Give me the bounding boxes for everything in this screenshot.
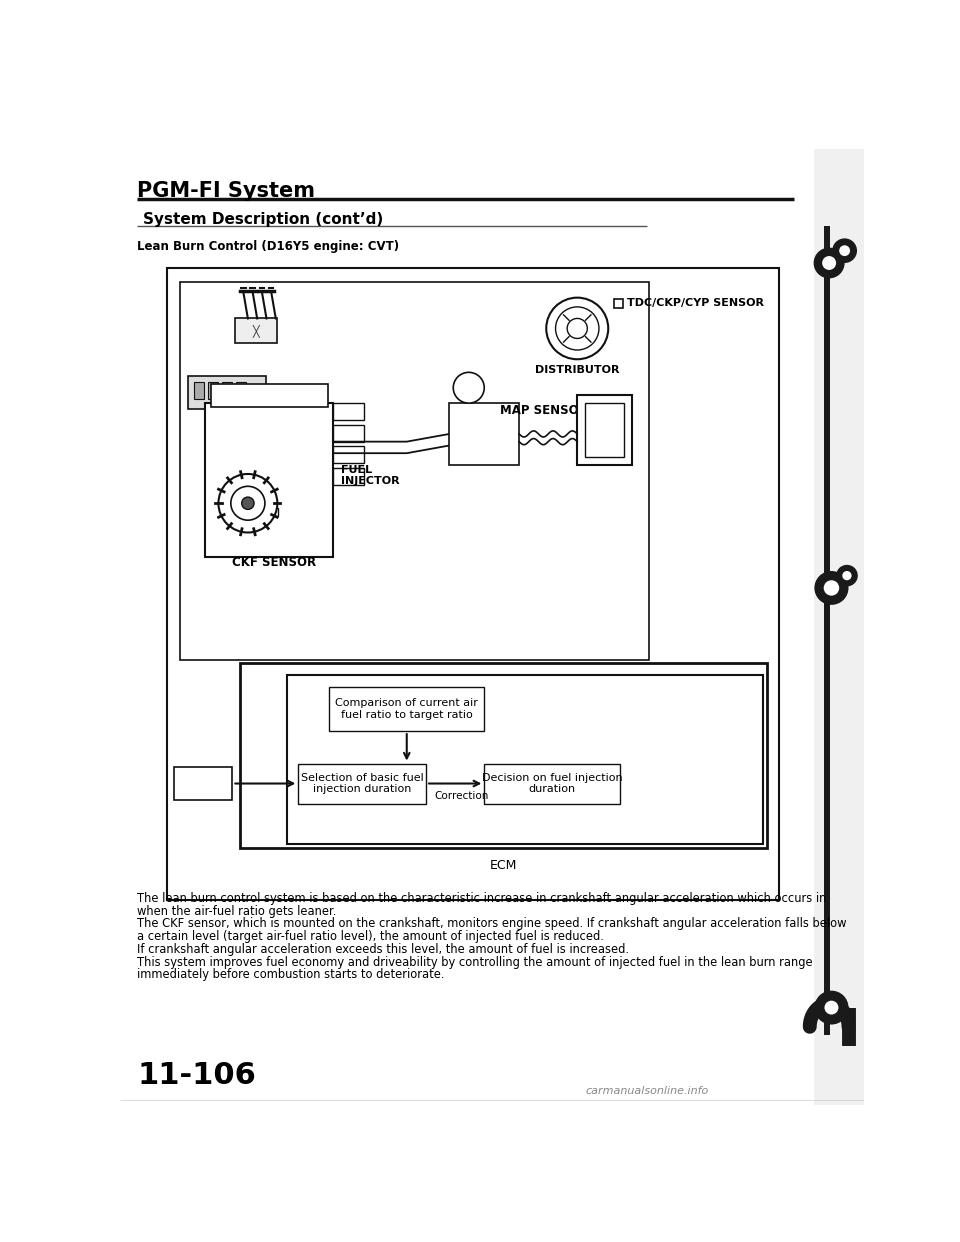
Circle shape: [546, 298, 609, 359]
Circle shape: [822, 256, 836, 270]
Text: Comparison of current air
fuel ratio to target ratio: Comparison of current air fuel ratio to …: [335, 698, 478, 719]
Text: ╳: ╳: [252, 324, 259, 337]
Bar: [449, 404, 519, 465]
Bar: [208, 383, 218, 399]
Bar: [166, 268, 779, 899]
Text: The lean burn control system is based on the characteristic increase in cranksha: The lean burn control system is based on…: [137, 892, 827, 905]
Circle shape: [242, 497, 254, 509]
Bar: [824, 226, 829, 1035]
Text: ECM: ECM: [490, 859, 517, 872]
Circle shape: [839, 245, 850, 256]
Bar: [236, 383, 246, 399]
Circle shape: [832, 238, 857, 263]
Bar: [333, 446, 364, 463]
Bar: [329, 687, 484, 732]
Text: when the air-fuel ratio gets leaner.: when the air-fuel ratio gets leaner.: [137, 904, 336, 918]
Text: Selection of basic fuel
injection duration: Selection of basic fuel injection durati…: [300, 773, 423, 795]
Text: ◄: ◄: [265, 388, 273, 397]
Bar: [814, 149, 864, 1105]
Circle shape: [824, 580, 839, 596]
Circle shape: [825, 1001, 838, 1015]
Bar: [333, 425, 364, 442]
Text: The CKF sensor, which is mounted on the crankshaft, monitors engine speed. If cr: The CKF sensor, which is mounted on the …: [137, 918, 847, 930]
Bar: [287, 674, 763, 845]
Text: TDC/CKP/CYP SENSOR: TDC/CKP/CYP SENSOR: [627, 298, 764, 308]
Circle shape: [219, 474, 277, 533]
Bar: [484, 764, 620, 804]
Text: PGM-FI System: PGM-FI System: [137, 181, 315, 201]
Circle shape: [836, 565, 858, 586]
Text: If crankshaft angular acceleration exceeds this level, the amount of fuel is inc: If crankshaft angular acceleration excee…: [137, 943, 629, 956]
Bar: [585, 404, 624, 457]
Bar: [271, 508, 278, 515]
Bar: [211, 384, 327, 407]
Text: Decision on fuel injection
duration: Decision on fuel injection duration: [482, 773, 622, 795]
Text: MAP SENSOR: MAP SENSOR: [500, 405, 588, 417]
Bar: [194, 383, 204, 399]
Bar: [188, 376, 266, 409]
Bar: [577, 395, 632, 465]
Circle shape: [230, 487, 265, 520]
Text: Correction: Correction: [435, 791, 489, 801]
Bar: [180, 282, 649, 660]
Text: DISTRIBUTOR: DISTRIBUTOR: [535, 365, 619, 375]
Bar: [240, 663, 767, 848]
Text: This system improves fuel economy and driveability by controlling the amount of : This system improves fuel economy and dr…: [137, 955, 813, 969]
Circle shape: [842, 571, 852, 580]
Text: CKF SENSOR: CKF SENSOR: [232, 555, 317, 569]
Bar: [299, 764, 426, 804]
Bar: [333, 404, 364, 420]
Text: carmanualsonline.info: carmanualsonline.info: [586, 1087, 708, 1097]
Text: immediately before combustion starts to deteriorate.: immediately before combustion starts to …: [137, 969, 444, 981]
Circle shape: [814, 571, 849, 605]
Text: a certain level (target air-fuel ratio level), the amount of injected fuel is re: a certain level (target air-fuel ratio l…: [137, 930, 604, 943]
Bar: [175, 768, 232, 800]
Circle shape: [453, 373, 484, 404]
Bar: [205, 404, 333, 558]
Bar: [223, 383, 231, 399]
Text: System Description (cont’d): System Description (cont’d): [143, 212, 383, 227]
Text: Lean Burn Control (D16Y5 engine: CVT): Lean Burn Control (D16Y5 engine: CVT): [137, 240, 399, 253]
Bar: [614, 299, 623, 308]
Bar: [234, 318, 277, 343]
Text: 11-106: 11-106: [137, 1062, 256, 1090]
Text: FUEL
INJECTOR: FUEL INJECTOR: [341, 465, 399, 487]
Circle shape: [567, 318, 588, 339]
Circle shape: [814, 247, 845, 278]
Circle shape: [556, 307, 599, 350]
Bar: [333, 468, 364, 484]
Circle shape: [814, 991, 849, 1025]
